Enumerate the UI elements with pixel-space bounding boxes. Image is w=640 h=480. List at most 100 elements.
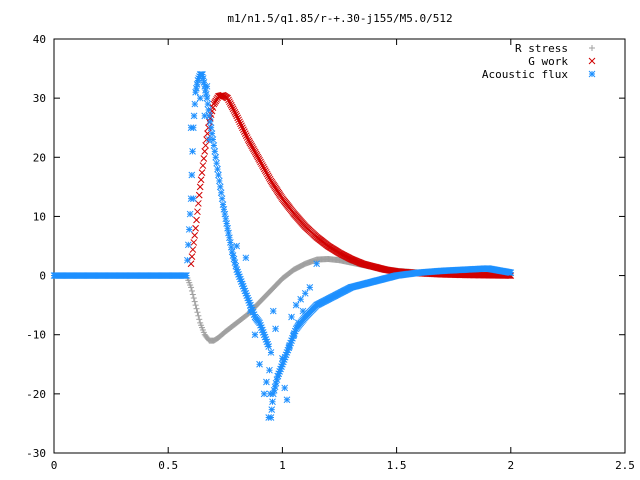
point-1-82 [262, 168, 270, 176]
point-1-84 [264, 172, 272, 180]
point-1-86 [266, 175, 274, 183]
point-1-1 [188, 253, 196, 260]
point-1-43 [226, 100, 234, 107]
point-3-21 [285, 343, 293, 350]
point-1-59 [241, 130, 249, 137]
point-2-148 [185, 226, 193, 233]
point-2-244 [269, 398, 276, 406]
point-1-60 [242, 132, 250, 139]
point-3-6 [233, 242, 241, 250]
point-3-25 [295, 319, 302, 327]
point-3-12 [263, 378, 270, 386]
point-3-4 [203, 82, 211, 90]
point-1-15 [201, 148, 209, 155]
point-2-165 [199, 71, 206, 78]
point-0-158 [195, 312, 202, 319]
point-0-150 [188, 284, 195, 291]
point-1-79 [260, 163, 267, 171]
point-3-23 [290, 331, 298, 339]
point-1-5 [192, 224, 199, 232]
series-1 [187, 91, 515, 279]
point-1-65 [247, 140, 255, 148]
point-1-49 [232, 110, 240, 118]
point-1-57 [240, 126, 247, 134]
point-1-75 [256, 156, 263, 164]
point-1-54 [237, 120, 244, 128]
point-2-145 [183, 272, 190, 279]
point-3-28 [301, 289, 309, 297]
point-1-62 [244, 136, 252, 143]
point-1-67 [249, 144, 256, 151]
point-1-61 [243, 134, 251, 141]
point-2-243 [268, 406, 276, 413]
point-1-7 [194, 208, 201, 216]
point-1-73 [254, 153, 262, 161]
point-3-15 [269, 307, 277, 315]
legend-label-2: Acoustic flux [482, 68, 568, 81]
point-2-172 [204, 100, 212, 108]
point-1-52 [235, 116, 242, 124]
y-tick-label-1: -20 [26, 388, 46, 401]
point-1-63 [245, 137, 253, 145]
y-tick-label-6: 30 [33, 92, 46, 105]
point-1-12 [198, 169, 206, 177]
point-2-240 [266, 366, 273, 374]
point-1-71 [252, 150, 260, 158]
axis-ticks: 0 0.5 1 1.5 2 2.5 -30 -20 -10 0 10 20 30 40 [26, 33, 635, 472]
point-1-74 [255, 155, 263, 163]
point-1-51 [234, 114, 242, 122]
y-tick-label-0: -30 [26, 447, 46, 460]
y-tick-label-5: 20 [33, 151, 46, 164]
point-2-173 [205, 106, 212, 114]
point-2-239 [265, 343, 273, 350]
point-1-64 [246, 139, 254, 147]
point-3-8 [247, 307, 254, 315]
plot-frame [53, 38, 626, 454]
point-2-175 [206, 118, 214, 126]
point-3-9 [251, 331, 259, 339]
point-3-13 [265, 414, 273, 421]
x-tick-label-0: 0 [51, 459, 58, 472]
data-marks [50, 71, 515, 421]
point-3-14 [267, 349, 275, 356]
point-2-183 [214, 165, 221, 173]
point-2-186 [216, 183, 224, 191]
legend-marker-0 [589, 45, 595, 51]
point-0-157 [194, 309, 201, 316]
point-1-81 [261, 167, 269, 174]
point-3-1 [189, 195, 197, 203]
point-3-17 [274, 372, 282, 380]
point-1-16 [202, 142, 210, 149]
point-2-180 [211, 148, 219, 155]
point-1-45 [228, 103, 236, 111]
point-1-72 [253, 152, 261, 159]
point-2-177 [208, 130, 216, 137]
point-3-16 [272, 325, 279, 333]
point-0-155 [192, 302, 199, 309]
point-1-78 [259, 162, 266, 169]
legend-marker-2 [588, 70, 596, 78]
point-3-5 [205, 136, 213, 143]
point-3-19 [281, 384, 289, 392]
point-2-184 [215, 171, 222, 179]
y-tick-label-2: -10 [26, 329, 46, 342]
x-tick-label-4: 2 [507, 459, 514, 472]
y-tick-label-3: 0 [39, 270, 46, 283]
point-0-159 [196, 316, 203, 323]
point-2-185 [216, 177, 223, 185]
point-0-152 [189, 291, 196, 298]
point-2-146 [184, 256, 191, 264]
point-2-147 [184, 241, 192, 249]
point-1-44 [227, 101, 235, 109]
point-1-80 [260, 165, 268, 173]
legend-marker-1 [588, 57, 596, 65]
point-2-176 [207, 124, 215, 132]
point-2-181 [212, 153, 220, 161]
point-1-69 [250, 147, 258, 155]
point-3-22 [288, 313, 295, 321]
point-2-506 [507, 269, 515, 276]
point-1-56 [239, 124, 246, 132]
x-tick-label-2: 1 [279, 459, 286, 472]
